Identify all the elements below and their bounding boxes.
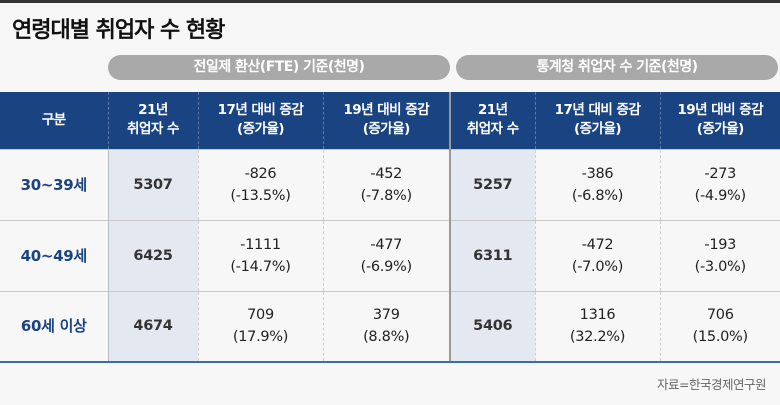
column-header: 구분: [0, 92, 108, 149]
cell-rate: (-7.8%): [360, 187, 413, 204]
column-header-line: 21년: [138, 102, 168, 119]
column-header: 17년 대비 증감 (증가율): [197, 92, 323, 149]
cell-rate: (8.8%): [363, 329, 410, 346]
cell-stat: 5406: [449, 290, 535, 363]
cell-fte: 6425: [107, 219, 198, 291]
cell-change: -386: [581, 165, 614, 182]
row-label: 40~49세: [0, 219, 108, 291]
cell-change: 1316: [579, 307, 616, 324]
table-row: 40~49세 6425 -1111 (-14.7%) -477 (-6.9%) 6311 -4…: [0, 219, 780, 291]
cell-stat17: 1316 (32.2%): [534, 290, 660, 363]
cell-change: -452: [370, 165, 403, 182]
group-label-stat: 통계청 취업자 수 기준(천명): [456, 55, 778, 80]
column-header-line: 19년 대비 증감: [677, 102, 764, 119]
cell-rate: (-6.9%): [360, 258, 413, 275]
column-header-line: (증가율): [573, 121, 622, 138]
top-border: [0, 0, 780, 3]
cell-fte17: 709 (17.9%): [197, 290, 323, 363]
column-header: 19년 대비 증감 (증가율): [322, 92, 450, 149]
cell-rate: (-6.8%): [571, 187, 624, 204]
column-header-line: (증가율): [362, 121, 411, 138]
column-header-line: (증가율): [696, 121, 745, 138]
column-header-line: 17년 대비 증감: [554, 102, 641, 119]
column-header: 17년 대비 증감 (증가율): [534, 92, 660, 149]
cell-stat19: -193 (-3.0%): [659, 219, 780, 291]
cell-change: -193: [704, 236, 737, 253]
cell-stat: 6311: [449, 219, 535, 291]
column-header-line: 21년: [477, 102, 508, 119]
column-header-line: 17년 대비 증감: [217, 102, 304, 119]
cell-stat19: -273 (-4.9%): [659, 148, 780, 220]
cell-change: 706: [706, 307, 734, 324]
cell-rate: (-13.5%): [230, 187, 291, 204]
table-row: 60세 이상 4674 709 (17.9%) 379 (8.8%) 5406 1316 (32…: [0, 290, 780, 363]
cell-change: -477: [370, 236, 403, 253]
cell-rate: (-14.7%): [230, 258, 291, 275]
table-row: 30~39세 5307 -826 (-13.5%) -452 (-7.8%) 5257 -38…: [0, 148, 780, 220]
column-header: 19년 대비 증감 (증가율): [659, 92, 780, 149]
cell-fte19: -477 (-6.9%): [322, 219, 450, 291]
cell-rate: (-7.0%): [571, 258, 624, 275]
cell-rate: (32.2%): [569, 329, 626, 346]
cell-change: -472: [581, 236, 614, 253]
cell-stat17: -472 (-7.0%): [534, 219, 660, 291]
cell-fte: 5307: [107, 148, 198, 220]
cell-change: -826: [244, 165, 277, 182]
column-header-line: 취업자 수: [127, 121, 179, 138]
page-title: 연령대별 취업자 수 현황: [12, 18, 225, 43]
column-header-line: 취업자 수: [466, 121, 519, 138]
group-label-fte: 전일제 환산(FTE) 기준(천명): [108, 55, 450, 80]
cell-rate: (-4.9%): [694, 187, 747, 204]
cell-fte17: -826 (-13.5%): [197, 148, 323, 220]
row-label: 60세 이상: [0, 290, 108, 363]
cell-change: 709: [247, 307, 274, 324]
cell-change: -1111: [240, 236, 281, 253]
cell-fte19: -452 (-7.8%): [322, 148, 450, 220]
row-label: 30~39세: [0, 148, 108, 220]
cell-fte19: 379 (8.8%): [322, 290, 450, 363]
column-header-line: 구분: [41, 111, 66, 128]
cell-stat19: 706 (15.0%): [659, 290, 780, 363]
column-header-line: 19년 대비 증감: [343, 102, 430, 119]
cell-change: -273: [704, 165, 737, 182]
column-header-line: (증가율): [236, 121, 285, 138]
cell-stat17: -386 (-6.8%): [534, 148, 660, 220]
cell-rate: (-3.0%): [694, 258, 747, 275]
source-note: 자료=한국경제연구원: [657, 377, 766, 392]
cell-rate: (17.9%): [232, 329, 289, 346]
cell-fte17: -1111 (-14.7%): [197, 219, 323, 291]
cell-rate: (15.0%): [692, 329, 749, 346]
cell-stat: 5257: [449, 148, 535, 220]
cell-change: 379: [372, 307, 400, 324]
cell-fte: 4674: [107, 290, 198, 363]
